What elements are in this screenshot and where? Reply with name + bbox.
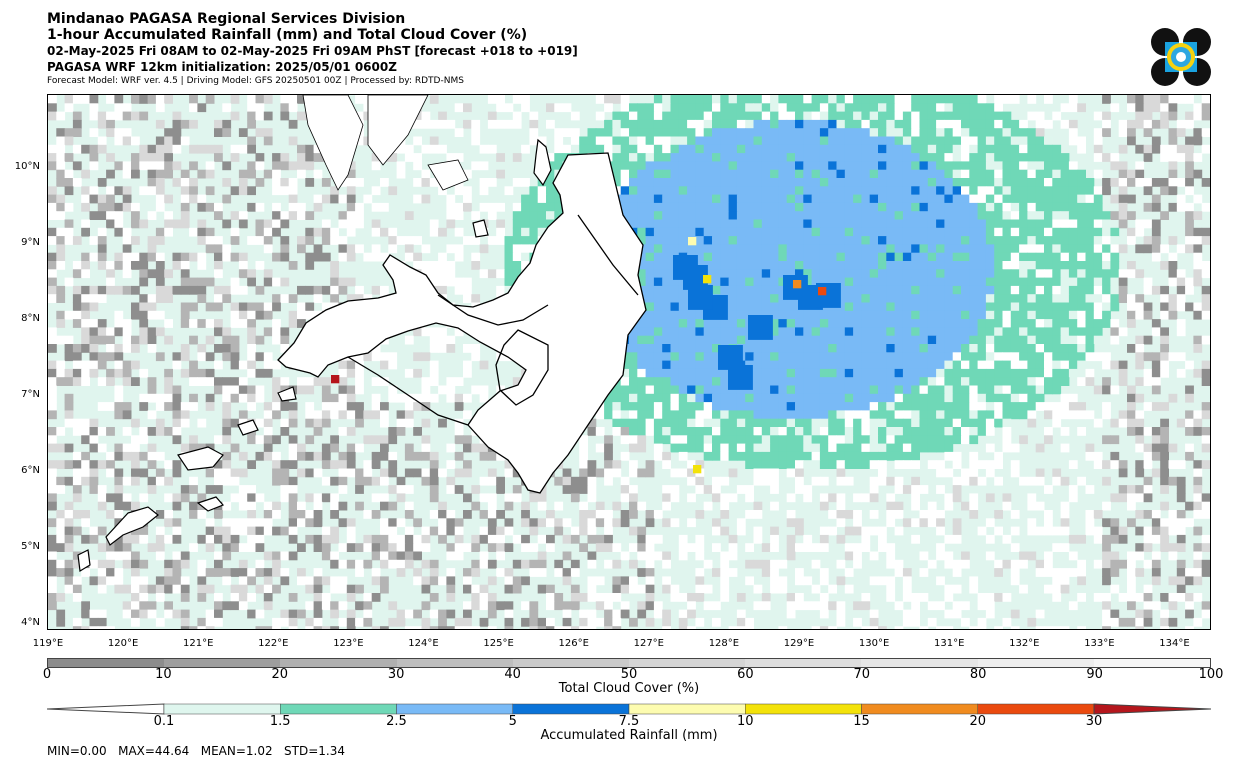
lon-label: 124°E [408, 638, 439, 649]
rainfall-colorbar [47, 703, 1211, 715]
cloud-cover-colorbar [47, 658, 1211, 668]
statistics-readout: MIN=0.00 MAX=44.64 MEAN=1.02 STD=1.34 [47, 744, 346, 758]
cloud-cover-title: Total Cloud Cover (%) [558, 681, 700, 696]
lon-label: 126°E [558, 638, 589, 649]
cloud-bar-segment [745, 659, 862, 667]
lat-label-8n: 8°N [21, 313, 40, 324]
cloud-bar-segment [629, 659, 746, 667]
cloud-tick-label: 100 [1198, 667, 1224, 682]
rain-bar-high-extension [1093, 703, 1211, 715]
rainfall-cloud-map [47, 94, 1211, 630]
lat-label-4n: 4°N [21, 617, 40, 628]
pagasa-logo [1151, 28, 1211, 86]
lon-label: 130°E [858, 638, 890, 649]
rain-tick-label: 15 [853, 714, 870, 729]
rain-tick-label: 30 [1085, 714, 1103, 729]
lat-label-10n: 10°N [14, 161, 40, 172]
rain-bar-segment [163, 703, 281, 715]
cloud-bar-segment [164, 659, 281, 667]
lat-label-9n: 9°N [21, 237, 40, 248]
initialization-time: PAGASA WRF 12km initialization: 2025/05/… [47, 60, 397, 74]
rain-bar-segment [977, 703, 1095, 715]
lat-label-6n: 6°N [21, 465, 40, 476]
lon-label: 127°E [633, 638, 664, 649]
rain-bar-segment [280, 703, 397, 715]
cloud-tick-label: 50 [620, 667, 638, 682]
sulu-archipelago [77, 138, 552, 572]
rain-tick-label: 2.5 [386, 714, 407, 729]
lon-label: 132°E [1009, 638, 1040, 649]
cloud-tick-label: 60 [737, 667, 754, 682]
lon-label: 120°E [107, 638, 139, 649]
rain-tick-label: 1.5 [269, 714, 291, 729]
rain-bar-segment [861, 703, 978, 715]
lon-label: 122°E [258, 638, 289, 649]
cloud-tick-label: 10 [155, 667, 172, 682]
cloud-tick-label: 0 [42, 667, 52, 682]
lon-label: 128°E [708, 638, 740, 649]
rain-tick-label: 7.5 [618, 714, 640, 729]
lat-label-5n: 5°N [21, 541, 40, 552]
mindanao-landmass [277, 152, 647, 494]
rain-bar-segment [745, 703, 862, 715]
cloud-bar-segment [861, 659, 978, 667]
cloud-tick-label: 20 [271, 667, 289, 682]
lon-label: 131°E [933, 638, 965, 649]
lon-label: 133°E [1084, 638, 1115, 649]
cloud-tick-label: 80 [969, 667, 987, 682]
rain-bar-segment [512, 703, 630, 715]
rain-tick-label: 20 [969, 714, 987, 729]
map-title: Mindanao PAGASA Regional Services Divisi… [47, 11, 406, 27]
rain-bar-segment [396, 703, 513, 715]
cloud-tick-label: 30 [387, 667, 405, 682]
model-info: Forecast Model: WRF ver. 4.5 | Driving M… [47, 76, 464, 86]
cloud-tick-label: 40 [504, 667, 521, 682]
lat-label-7n: 7°N [21, 389, 40, 400]
rainfall-title: Accumulated Rainfall (mm) [540, 728, 718, 743]
lon-label: 119°E [32, 638, 64, 649]
cloud-bar-segment [977, 659, 1094, 667]
cloud-tick-label: 90 [1086, 667, 1103, 682]
rain-tick-label: 0.1 [153, 714, 175, 729]
lon-label: 121°E [182, 638, 214, 649]
visayas-coast [302, 95, 469, 191]
map-canvas [48, 95, 1210, 629]
lon-label: 134°E [1159, 638, 1190, 649]
cloud-tick-label: 70 [853, 667, 871, 682]
cloud-bar-segment [396, 659, 513, 667]
rain-bar-segment [628, 703, 746, 715]
forecast-period: 02-May-2025 Fri 08AM to 02-May-2025 Fri … [47, 44, 578, 58]
cloud-bar-segment [512, 659, 630, 667]
rain-bar-low-extension [47, 703, 165, 715]
lon-label: 125°E [483, 638, 514, 649]
lon-label: 123°E [333, 638, 364, 649]
rain-tick-label: 10 [736, 714, 754, 729]
map-subtitle: 1-hour Accumulated Rainfall (mm) and Tot… [47, 27, 528, 43]
cloud-bar-segment [1093, 659, 1211, 667]
rain-tick-label: 5 [508, 714, 517, 729]
cloud-bar-segment [280, 659, 397, 667]
lon-label: 129°E [783, 638, 815, 649]
cloud-bar-segment [48, 659, 165, 667]
